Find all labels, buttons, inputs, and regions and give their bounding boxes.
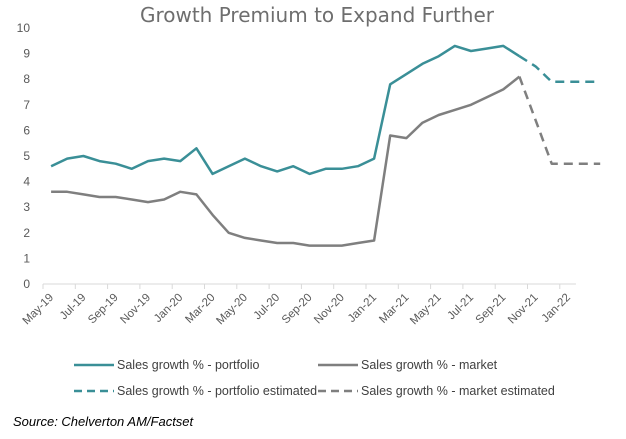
- x-axis: May-19 Jul-19Sep-19Nov-19Jan-20Mar-20May-…: [21, 283, 576, 328]
- y-tick-label: 9: [23, 47, 30, 61]
- x-tick-label: May-21: [408, 292, 444, 328]
- series-line-sales-growth-market: [51, 75, 521, 247]
- x-tick-label: Mar-21: [377, 292, 411, 326]
- x-tick-label: Nov-19: [118, 292, 153, 327]
- y-tick-label: 3: [23, 200, 30, 214]
- x-tick-label: Jan-20: [152, 292, 185, 325]
- chart-title: Growth Premium to Expand Further: [140, 3, 495, 27]
- y-tick-label: 0: [23, 277, 30, 291]
- series-lines: [50, 44, 601, 247]
- y-tick-label: 4: [23, 175, 30, 189]
- y-tick-label: 5: [23, 149, 30, 163]
- y-tick-label: 10: [17, 21, 31, 35]
- x-tick-label: Jul-21: [445, 292, 476, 323]
- x-tick-label: Jul-20: [252, 292, 283, 323]
- x-tick-label: Sep-19: [86, 292, 121, 327]
- legend-label: Sales growth % - market: [361, 358, 498, 372]
- line-chart: Growth Premium to Expand Further 0 1 2 3 4 5 6…: [17, 3, 601, 398]
- x-tick-label: Nov-20: [312, 292, 347, 327]
- x-tick-label: Jul-19: [58, 292, 89, 323]
- x-tick-label: Jan-22: [540, 292, 573, 325]
- series-line-sales-growth-portfolio: [50, 44, 521, 176]
- x-tick-label: May-20: [214, 292, 250, 328]
- y-tick-label: 1: [23, 251, 30, 265]
- x-tick-label: Sep-20: [280, 292, 315, 327]
- y-axis: 0 1 2 3 4 5 6 7 8 9 10: [17, 21, 31, 291]
- source-note: Source: Chelverton AM/Factset: [13, 414, 194, 429]
- x-tick-label: Nov-21: [506, 292, 541, 327]
- legend: Sales growth % - portfolio Sales growth %…: [74, 358, 555, 398]
- legend-label: Sales growth % - portfolio estimated: [117, 384, 317, 398]
- legend-label: Sales growth % - market estimated: [361, 384, 555, 398]
- y-tick-label: 8: [23, 72, 30, 86]
- x-tick-label: May-19: [21, 292, 57, 328]
- y-tick-label: 6: [23, 123, 30, 137]
- x-tick-label: Mar-20: [183, 292, 217, 326]
- x-tick-label: Jan-21: [346, 292, 379, 325]
- legend-label: Sales growth % - portfolio: [117, 358, 259, 372]
- series-line-sales-growth-portfolio-estimated: [518, 55, 601, 84]
- y-tick-label: 7: [23, 98, 30, 112]
- x-tick-label: Sep-21: [474, 292, 509, 327]
- series-line-sales-growth-market-estimated: [518, 76, 601, 165]
- y-tick-label: 2: [23, 226, 30, 240]
